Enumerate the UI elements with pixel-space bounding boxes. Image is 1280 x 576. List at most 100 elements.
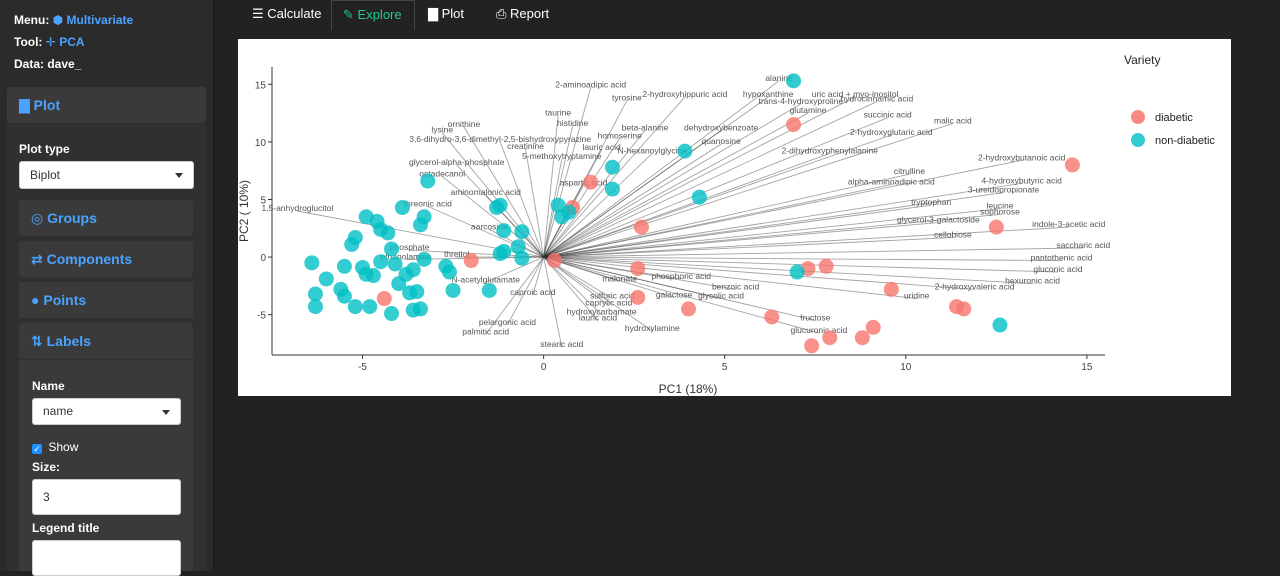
variable-label: threitol (444, 249, 470, 259)
groups-section-header[interactable]: ◎ Groups (19, 200, 193, 236)
tab-plot-label: Plot (441, 6, 465, 21)
loading-vector (525, 148, 545, 258)
points-section-header[interactable]: ● Points (19, 282, 193, 318)
name-label: Name (32, 379, 65, 393)
data-point-non-diabetic (514, 250, 530, 266)
data-point-non-diabetic (304, 255, 320, 271)
variable-label: phosphate (390, 242, 430, 252)
loading-vector (543, 256, 563, 348)
y-tick-label: 5 (260, 195, 266, 206)
variable-label: ethanolamine (380, 251, 431, 261)
variable-label: 2-hydroxyvaleric acid (935, 281, 1015, 291)
variable-label: 2-aminoadipic acid (555, 80, 626, 90)
variable-label: sophorose (980, 206, 1020, 216)
loading-vector (543, 152, 830, 258)
menu-value: Multivariate (66, 13, 134, 27)
loading-vector (507, 256, 545, 326)
data-point-non-diabetic (358, 266, 374, 282)
data-point-non-diabetic (492, 246, 508, 262)
variable-label: dehydroxybenzoate (684, 122, 758, 132)
variable-label: saccharic acid (1056, 240, 1110, 250)
variable-label: pelargonic acid (479, 317, 536, 327)
plot-section-header[interactable]: ▇ Plot (7, 87, 206, 123)
tab-report[interactable]: ⎙ Report (482, 0, 562, 30)
legend-title-label: Legend title (32, 521, 100, 535)
variable-label: hydroxycarbamate (567, 307, 637, 317)
tool-link[interactable]: ✛ PCA (46, 35, 85, 49)
variable-label: glycerol-alpha-phosphate (409, 157, 505, 167)
variable-label: 4-hydroxybutyric acid (982, 175, 1063, 185)
show-label: Show (48, 440, 79, 454)
legend-title-input[interactable] (32, 540, 181, 576)
data-point-non-diabetic (481, 282, 497, 298)
variable-label: tryptophan (911, 197, 951, 207)
components-section-header[interactable]: ⇄ Components (19, 241, 193, 277)
cube-icon: ⬢ (52, 13, 64, 27)
menu-link[interactable]: ⬢ Multivariate (53, 13, 134, 27)
variable-label: 2-hydroxybutanoic acid (978, 152, 1066, 162)
show-checkbox-row[interactable]: ✓ Show (32, 440, 78, 454)
data-point-non-diabetic (786, 73, 802, 89)
loading-vector (499, 141, 545, 258)
loading-vector (543, 96, 769, 258)
data-point-non-diabetic (992, 317, 1008, 333)
loading-vector (543, 222, 939, 258)
show-checkbox[interactable]: ✓ (32, 444, 42, 454)
axes: -5 0 5 10 15 -5 0 5 10 15 PC1 (18%) PC2 ( 10%) (238, 67, 1105, 396)
data-point-diabetic (630, 289, 646, 305)
size-input[interactable]: 3 (32, 479, 181, 515)
data-point-diabetic (949, 299, 965, 315)
tab-plot[interactable]: ▇ Plot (415, 0, 482, 30)
loading-vector (543, 123, 954, 258)
data-point-diabetic (630, 261, 646, 277)
data-point-non-diabetic (496, 223, 512, 239)
data-point-non-diabetic (307, 299, 323, 315)
x-tick-label: 10 (900, 362, 912, 373)
sort-icon: ⇅ (31, 333, 43, 349)
plot-heading: Plot (33, 97, 61, 113)
data-point-non-diabetic (373, 254, 389, 270)
data-point-non-diabetic (514, 224, 530, 240)
data-point-non-diabetic (691, 189, 707, 205)
name-select[interactable]: name (32, 398, 181, 425)
variable-label: cellobiose (934, 229, 972, 239)
data-point-non-diabetic (394, 200, 410, 216)
variable-label: histidine (557, 118, 588, 128)
variable-label: alpha-aminoadipic acid (848, 177, 935, 187)
loading-vector (543, 256, 675, 298)
loading-vector (543, 138, 621, 258)
loading-vector (543, 192, 1004, 258)
labels-section-header[interactable]: ⇅ Labels (19, 323, 193, 359)
loading-vector (543, 112, 809, 258)
variable-label: aminomalonic acid (450, 187, 521, 197)
data-point-non-diabetic (373, 221, 389, 237)
data-point-diabetic (865, 319, 881, 335)
variable-labels: alanine 2-aminoadipic acid taurine tyrosine… (261, 73, 1110, 349)
variable-label: 2-dihydroxyphenylalanine (782, 145, 879, 155)
sidebar: Menu: ⬢ Multivariate Tool: ✛ PCA Data: d… (0, 0, 214, 576)
variable-label: 1,5-anhydroglucitol (261, 203, 333, 213)
data-point-non-diabetic (384, 241, 400, 257)
bar-chart-icon: ▇ (19, 97, 30, 113)
variable-label: hypoxanthine (743, 89, 794, 99)
tool-label: Tool: (14, 35, 43, 49)
data-point-non-diabetic (333, 281, 349, 297)
data-point-non-diabetic (405, 262, 421, 278)
loading-vector (543, 256, 722, 299)
variable-label: 3,6-dihydro-3,6-dimethyl-2,5-bishydroxyp… (409, 134, 591, 144)
data-point-non-diabetic (492, 197, 508, 213)
data-point-diabetic (804, 338, 820, 354)
loading-vector (543, 256, 917, 299)
loading-vector (543, 247, 1084, 258)
data-point-non-diabetic (362, 299, 378, 315)
data-point-non-diabetic (789, 264, 805, 280)
plot-type-select[interactable]: Biplot (19, 161, 194, 189)
loading-vector (543, 134, 892, 258)
loading-vector (543, 256, 1058, 273)
labels-heading: Labels (46, 333, 91, 349)
loading-vector (543, 214, 1001, 258)
tab-calculate[interactable]: ☰ Calculate (237, 0, 331, 30)
tab-explore[interactable]: ✎ Explore (331, 0, 415, 30)
loading-vector (543, 130, 646, 258)
data-point-non-diabetic (677, 143, 693, 159)
